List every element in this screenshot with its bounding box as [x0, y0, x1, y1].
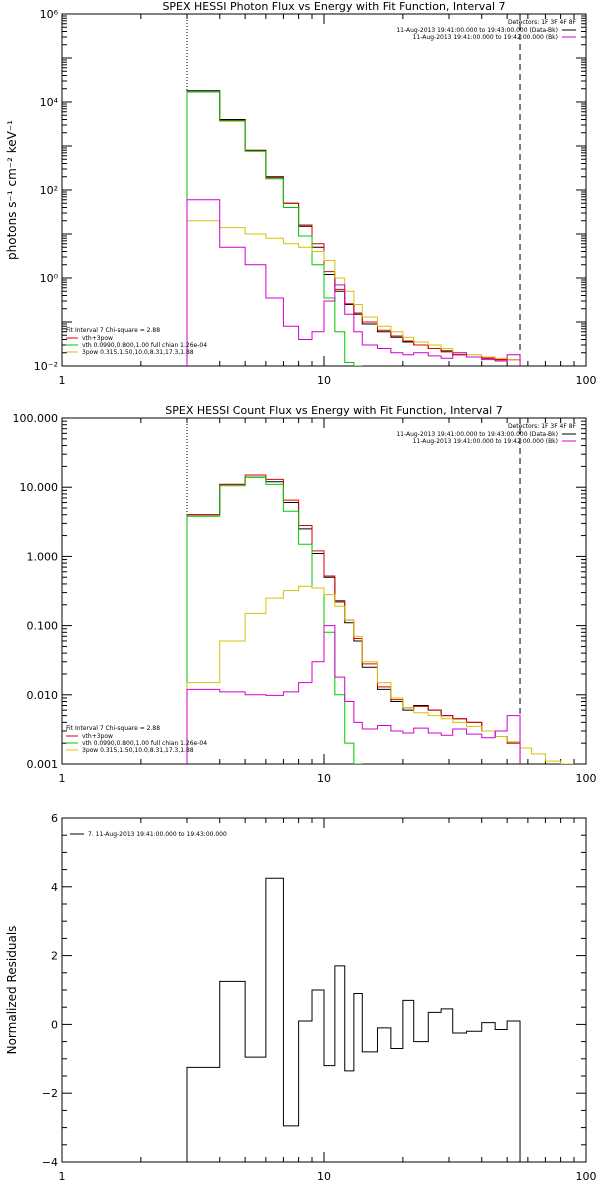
- y-tick-label: 0.010: [27, 689, 59, 702]
- series-7-11-aug-2013-19-41-00-000-to-19-43-00-000: [186, 877, 521, 1162]
- series-line: [186, 474, 521, 764]
- legend-label: 3pow 0.315,1.50,10.0,8.31,17.3,1.88: [82, 747, 194, 754]
- series-bk: [186, 625, 521, 764]
- series-vth: [186, 476, 363, 764]
- series-vth: [186, 91, 363, 366]
- series-3pow: [186, 585, 575, 764]
- y-tick-label: 6: [51, 812, 58, 825]
- legend-label: 7. 11-Aug-2013 19:41:00.000 to 19:43:00.…: [88, 831, 227, 838]
- legend-label: 11-Aug-2013 19:41:00.000 to 19:43:00.000…: [396, 27, 558, 34]
- y-tick-label: 0: [51, 1018, 58, 1031]
- series-line: [186, 585, 575, 764]
- legend-label: vth 0.0990,0.800,1.00 full chian 1.26e-0…: [82, 740, 207, 747]
- y-tick-label: 10.000: [20, 481, 59, 494]
- y-axis-label: Normalized Residuals: [5, 926, 19, 1055]
- x-tick-label: 1: [59, 1170, 66, 1183]
- chart-panel-2: SPEX HESSI Count Flux vs Energy with Fit…: [13, 404, 597, 785]
- y-tick-label: 0.001: [27, 758, 59, 771]
- legend-header: Detectors: 1F 3F 4F 8F: [508, 423, 577, 430]
- series-vth-3pow: [186, 474, 521, 764]
- y-tick-label: −2: [42, 1087, 58, 1100]
- x-tick-label: 100: [576, 374, 597, 387]
- y-tick-label: −4: [42, 1156, 58, 1169]
- legend-label: 11-Aug-2013 19:41:00.000 to 19:43:00.000…: [396, 431, 558, 438]
- series-3pow: [186, 220, 521, 366]
- y-tick-label: 10⁶: [40, 8, 59, 21]
- plot-area: [186, 474, 575, 764]
- series-line: [186, 91, 363, 366]
- series-line: [186, 476, 363, 764]
- y-tick-label: 4: [51, 881, 58, 894]
- x-tick-label: 100: [576, 772, 597, 785]
- series-line: [186, 220, 521, 366]
- y-tick-label: 10⁰: [40, 272, 59, 285]
- series-bk: [186, 199, 521, 366]
- series-line: [186, 877, 521, 1162]
- x-tick-label: 10: [317, 1170, 331, 1183]
- plot-area: [186, 90, 521, 366]
- series-line: [186, 625, 521, 764]
- chart-title: SPEX HESSI Photon Flux vs Energy with Fi…: [162, 0, 505, 13]
- x-tick-label: 1: [59, 772, 66, 785]
- legend-label: 11-Aug-2013 19:41:00.000 to 19:42:00.000…: [413, 34, 558, 41]
- legend-label: vth+3pow: [82, 733, 113, 740]
- legend-header: Fit Interval 7 Chi-square = 2.88: [66, 327, 160, 334]
- y-tick-label: 10⁻²: [34, 360, 58, 373]
- y-tick-label: 100.000: [13, 412, 59, 425]
- legend-label: 3pow 0.315,1.50,10.0,8.31,17.3,1.88: [82, 349, 194, 356]
- chart-title: SPEX HESSI Count Flux vs Energy with Fit…: [165, 404, 502, 417]
- y-tick-label: 1.000: [27, 550, 59, 563]
- chart-panel-1: SPEX HESSI Photon Flux vs Energy with Fi…: [5, 0, 597, 387]
- y-tick-label: 2: [51, 950, 58, 963]
- series-line: [186, 199, 521, 366]
- x-tick-label: 1: [59, 374, 66, 387]
- x-tick-label: 100: [576, 1170, 597, 1183]
- legend-header: Fit Interval 7 Chi-square = 2.88: [66, 725, 160, 732]
- legend-label: vth+3pow: [82, 335, 113, 342]
- chart-panel-3: 1 10 100 −4 −2 0 2 4 6 Normalized Residuals 7. 11-…: [5, 812, 597, 1183]
- plot-area: [186, 877, 521, 1162]
- y-axis-label: photons s⁻¹ cm⁻² keV⁻¹: [5, 120, 19, 260]
- y-tick-label: 10²: [40, 184, 58, 197]
- x-tick-label: 10: [317, 374, 331, 387]
- legend-header: Detectors: 1F 3F 4F 8F: [508, 19, 577, 26]
- legend-label: 11-Aug-2013 19:41:00.000 to 19:42:00.000…: [413, 438, 558, 445]
- y-tick-label: 0.100: [27, 620, 59, 633]
- legend-label: vth 0.0990,0.800,1.00 full chian 1.26e-0…: [82, 342, 207, 349]
- y-tick-label: 10⁴: [40, 96, 59, 109]
- x-tick-label: 10: [317, 772, 331, 785]
